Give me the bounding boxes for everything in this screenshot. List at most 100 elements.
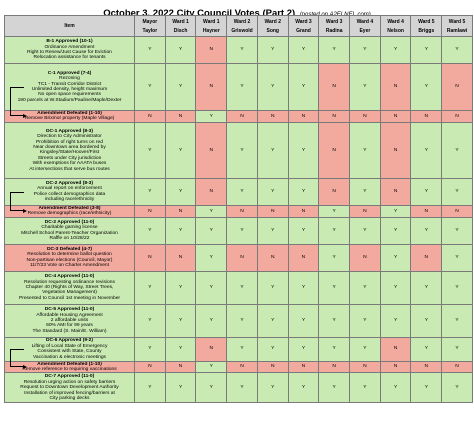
vote-cell: N [226, 243, 258, 272]
vote-cell: N [256, 243, 289, 272]
item-description: Chapter 40 (Rights of Way, Street Trees, [25, 284, 114, 290]
item-description: Installation of improved fencing/barrier… [24, 390, 115, 396]
header-ward: Ward 5 [418, 18, 435, 25]
item-title: DC-6 Approved (9-2) [45, 338, 94, 344]
vote-cell: Y [287, 270, 320, 305]
vote-cell: Y [134, 63, 166, 111]
item-description: At intersections that serve bus routes [29, 166, 110, 172]
header-name: Hayner [202, 27, 220, 34]
item-description: Consistent with State, County [37, 349, 102, 355]
vote-cell: Y [318, 204, 351, 218]
vote-cell: N [226, 110, 258, 123]
item-title: DC-3 Defeated (4-7) [46, 246, 93, 252]
vote-cell: Y [349, 336, 381, 362]
item-description: No open space requirements [38, 92, 101, 98]
item-description: Lifting of Local State of Emergency [31, 343, 108, 349]
vote-cell: Y [349, 216, 381, 245]
item-cell: DC-2 Approved (8-3) Annual report on enfo… [4, 177, 135, 206]
vote-cell: Y [226, 372, 258, 404]
vote-cell: Y [318, 336, 351, 362]
vote-cell: Y [441, 270, 473, 305]
vote-cell: Y [349, 63, 381, 111]
header-member: Ward 3 Grand [287, 15, 320, 37]
item-title: DC-2 Approved (11-0) [44, 219, 95, 225]
header-name: Ramlawi [446, 27, 468, 34]
table-row: DC-1 Approved (8-3) Direction to City Adm… [4, 121, 473, 179]
item-description: Near downtown area bordered by [33, 144, 106, 150]
vote-cell: Y [410, 216, 443, 245]
vote-cell: N [164, 110, 197, 123]
vote-cell: Y [164, 270, 197, 305]
vote-cell: Y [349, 36, 381, 64]
page-title: October 3, 2022 City Council Votes (Part… [103, 8, 296, 19]
vote-cell: Y [379, 372, 412, 404]
header-member: Ward 4 Nelson [379, 15, 412, 37]
vote-cell: Y [410, 303, 443, 338]
item-description: 60% AMI for 99 years [46, 323, 93, 329]
item-description: Unlimited density, height maximum [31, 87, 108, 92]
vote-cell: Y [410, 372, 443, 404]
vote-cell: Y [287, 336, 320, 362]
table-body: B-1 Approved (10-1) Ordinance Amendment Ri… [4, 36, 473, 404]
item-title: Amendment Defeated (1-10) [37, 361, 102, 367]
vote-cell: N [318, 63, 351, 111]
header-ward: Ward 5 [448, 18, 466, 25]
vote-cell: Y [195, 270, 228, 305]
vote-cell: Y [195, 216, 228, 245]
item-description: Vegetation Management) [42, 290, 97, 296]
item-description: Resolution requesting ordinance revision… [24, 279, 115, 285]
vote-cell: Y [134, 303, 166, 338]
vote-cell: N [349, 110, 381, 123]
item-description: Charitable gaming license [41, 225, 98, 231]
table-row: DC-7 Approved (11-0) Resolution urging ac… [4, 372, 473, 404]
vote-cell: Y [318, 372, 351, 404]
item-description: 190 parcels at W.Stadium/Pauline/Maple/D… [17, 97, 122, 103]
vote-cell: Y [226, 270, 258, 305]
vote-cell: N [195, 121, 228, 179]
vote-cell: N [195, 336, 228, 362]
item-cell: DC-2 Approved (11-0) Charitable gaming li… [4, 216, 135, 245]
vote-cell: Y [226, 177, 258, 206]
header-ward: Ward 1 [203, 18, 220, 25]
vote-cell: Y [256, 36, 289, 64]
table-row: Amendment Defeated (1-10) Remove Brixmor … [4, 110, 473, 123]
item-description: Vaccination & electronic meetings [32, 354, 107, 360]
vote-cell: Y [287, 121, 320, 179]
vote-cell: N [256, 360, 289, 374]
vote-cell: Y [379, 270, 412, 305]
item-description: Mitchell School Parent-Teacher Organizat… [21, 230, 118, 236]
item-description: Remove Brixmor property (Maple Village) [24, 116, 115, 122]
item-title: DC-1 Approved (8-3) [45, 128, 94, 134]
vote-cell: Y [318, 243, 351, 272]
vote-cell: Y [134, 216, 166, 245]
table-row: DC-2 Approved (11-0) Charitable gaming li… [4, 216, 473, 245]
vote-cell: N [256, 204, 289, 218]
item-description: Annual report on enforcement [37, 186, 102, 192]
header-ward: Ward 2 [264, 18, 281, 25]
vote-cell: Y [195, 243, 228, 272]
vote-cell: Y [164, 216, 197, 245]
vote-cell: N [349, 243, 381, 272]
item-description: including race/ethnicity [44, 197, 95, 203]
item-description: Raffle on 10/28/22 [49, 236, 90, 242]
header-ward: Mayor [142, 18, 158, 25]
header-ward: Ward 3 [295, 18, 312, 25]
vote-cell: N [226, 360, 258, 374]
item-description: Resolution urging action on safety barri… [23, 379, 116, 385]
header-member: Ward 1 Disch [164, 15, 197, 37]
header-item: Item [4, 15, 135, 37]
vote-cell: N [134, 360, 166, 374]
vote-cell: N [441, 110, 473, 123]
vote-cell: Y [226, 36, 258, 64]
vote-cell: Y [226, 303, 258, 338]
vote-cell: N [379, 110, 412, 123]
vote-cell: N [379, 360, 412, 374]
item-cell: DC-1 Approved (8-3) Direction to City Adm… [4, 121, 135, 179]
vote-cell: Y [164, 36, 197, 64]
vote-cell: Y [410, 270, 443, 305]
item-cell: DC-3 Defeated (4-7) Resolution to determi… [4, 243, 135, 272]
vote-cell: Y [134, 36, 166, 64]
vote-cell: Y [379, 204, 412, 218]
vote-cell: N [164, 243, 197, 272]
vote-cell: Y [134, 177, 166, 206]
